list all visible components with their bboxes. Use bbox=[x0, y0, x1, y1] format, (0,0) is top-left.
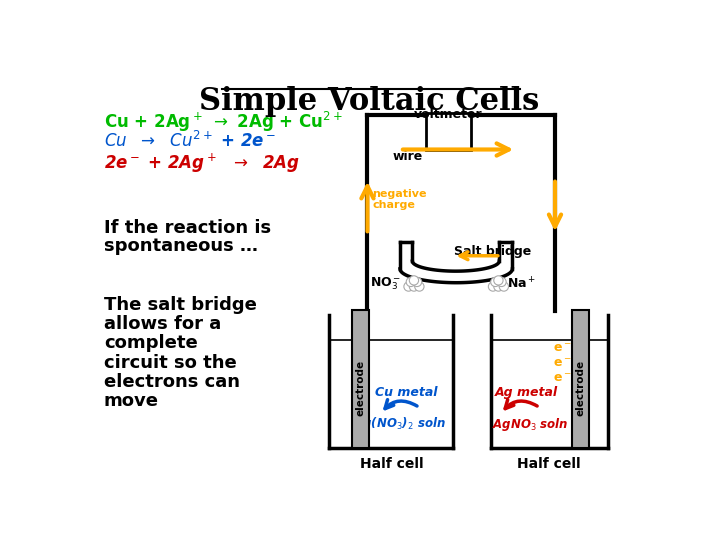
Text: Na$^+$: Na$^+$ bbox=[507, 276, 536, 291]
Text: AgNO$_3$ soln: AgNO$_3$ soln bbox=[492, 416, 569, 433]
Text: Cu(NO$_3$)$_2$ soln: Cu(NO$_3$)$_2$ soln bbox=[354, 416, 446, 433]
Circle shape bbox=[490, 278, 500, 287]
Text: circuit so the: circuit so the bbox=[104, 354, 237, 372]
Text: negative
charge: negative charge bbox=[372, 189, 426, 211]
Circle shape bbox=[494, 276, 503, 285]
Text: Cu + 2Ag$^+$ $\rightarrow$ 2Ag + Cu$^{2+}$: Cu + 2Ag$^+$ $\rightarrow$ 2Ag + Cu$^{2+… bbox=[104, 110, 343, 133]
Circle shape bbox=[413, 278, 422, 287]
Text: voltmeter: voltmeter bbox=[414, 108, 482, 121]
Text: electrode: electrode bbox=[575, 360, 585, 416]
Text: Cu metal: Cu metal bbox=[375, 386, 438, 399]
Text: $Cu$  $\rightarrow$  $Cu^{2+}$ + 2e$^-$: $Cu$ $\rightarrow$ $Cu^{2+}$ + 2e$^-$ bbox=[104, 131, 276, 151]
Text: electrode: electrode bbox=[356, 360, 366, 416]
Text: wire: wire bbox=[392, 150, 423, 163]
Text: The salt bridge: The salt bridge bbox=[104, 296, 257, 314]
Text: move: move bbox=[104, 392, 159, 410]
Circle shape bbox=[409, 282, 418, 291]
Circle shape bbox=[415, 282, 424, 291]
Text: allows for a: allows for a bbox=[104, 315, 221, 333]
Circle shape bbox=[406, 278, 415, 287]
Text: Half cell: Half cell bbox=[517, 457, 580, 471]
Text: e$^-$: e$^-$ bbox=[554, 342, 572, 355]
Bar bbox=[352, 309, 369, 448]
Text: NO$_3^-$: NO$_3^-$ bbox=[370, 275, 402, 292]
Text: e$^-$: e$^-$ bbox=[554, 373, 572, 386]
FancyBboxPatch shape bbox=[426, 112, 471, 150]
Text: Ag metal: Ag metal bbox=[495, 386, 558, 399]
Circle shape bbox=[488, 282, 498, 291]
Text: e$^-$: e$^-$ bbox=[554, 357, 572, 370]
Text: 2e$^-$ + 2Ag$^+$  $\rightarrow$  2Ag: 2e$^-$ + 2Ag$^+$ $\rightarrow$ 2Ag bbox=[104, 152, 300, 175]
Circle shape bbox=[409, 276, 418, 285]
Circle shape bbox=[404, 282, 413, 291]
Text: Salt bridge: Salt bridge bbox=[454, 245, 531, 258]
Text: If the reaction is: If the reaction is bbox=[104, 219, 271, 237]
Text: Half cell: Half cell bbox=[361, 457, 424, 471]
Circle shape bbox=[499, 282, 508, 291]
Bar bbox=[572, 309, 589, 448]
Text: complete: complete bbox=[104, 334, 198, 352]
Circle shape bbox=[497, 278, 506, 287]
Text: electrons can: electrons can bbox=[104, 373, 240, 391]
Circle shape bbox=[494, 282, 503, 291]
Text: Simple Voltaic Cells: Simple Voltaic Cells bbox=[199, 86, 539, 117]
Text: spontaneous …: spontaneous … bbox=[104, 237, 258, 255]
